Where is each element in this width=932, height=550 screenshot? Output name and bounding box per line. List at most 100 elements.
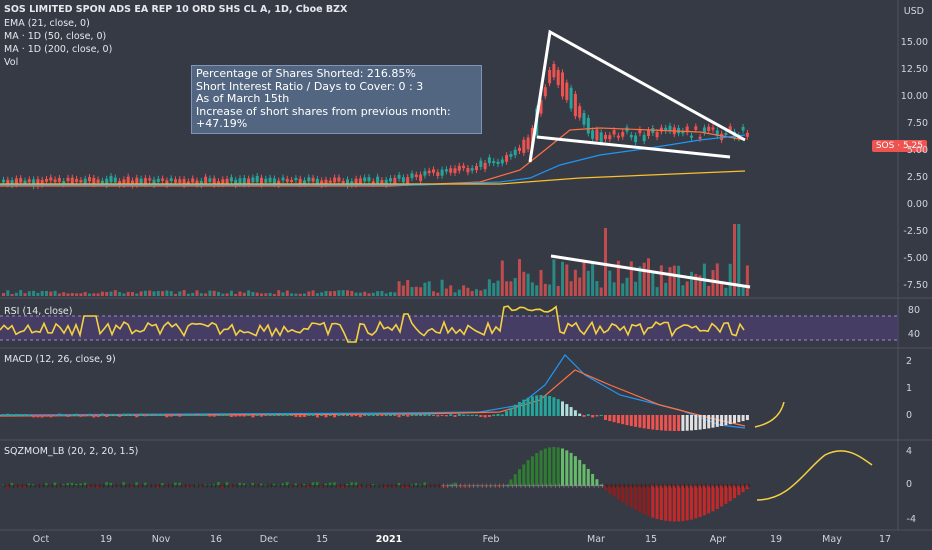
sqz-dot: +: [148, 482, 154, 490]
sqz-hist-bar: [229, 485, 233, 488]
macd-hist-bar: [475, 414, 478, 416]
time-tick: 15: [644, 534, 658, 545]
macd-hist-bar: [599, 414, 603, 416]
volume-bar: [728, 263, 732, 296]
volume-bar: [634, 281, 638, 296]
sqz-dot: +: [411, 482, 417, 490]
sqz-dot: +: [449, 482, 455, 490]
macd-hist-bar: [40, 415, 44, 418]
sqz-hist-bar: [298, 485, 302, 488]
candle-body: [212, 178, 216, 185]
candle-body: [268, 177, 272, 183]
volume-bar: [53, 290, 57, 296]
sqzmom-legend[interactable]: SQZMOM_LB (20, 2, 20, 1.5): [4, 446, 139, 457]
candle-body: [496, 161, 500, 165]
macd-hist-bar: [303, 415, 306, 417]
volume-bar: [135, 293, 139, 296]
volume-bar: [715, 263, 719, 296]
volume-bar: [651, 270, 655, 296]
sqz-dot: +: [548, 482, 554, 490]
macd-hist-bar: [582, 415, 586, 417]
macd-hist-bar: [518, 402, 521, 416]
sqz-dot: +: [497, 482, 503, 490]
macd-hist-bar: [483, 415, 487, 418]
volume-bar: [612, 282, 616, 296]
volume-bar: [272, 293, 276, 296]
candle-body: [449, 168, 453, 173]
last-price-tag: SOS · 5.25: [871, 140, 927, 152]
volume-bar: [191, 292, 195, 296]
candle-body: [647, 130, 650, 136]
volume-bar: [470, 291, 474, 296]
candle-body: [260, 177, 263, 185]
sqz-hist-bar: [573, 456, 577, 486]
candle-body: [509, 154, 513, 157]
volume-bar: [371, 292, 375, 296]
sqz-dot: +: [393, 482, 399, 490]
ma50-legend[interactable]: MA · 1D (50, close, 0): [4, 31, 107, 42]
sqz-dot: +: [144, 482, 150, 490]
candle-body: [591, 130, 595, 139]
macd-hist-bar: [6, 413, 10, 416]
macd-hist-bar: [290, 414, 294, 416]
sqz-projection: [756, 450, 873, 501]
candle-body: [19, 178, 23, 183]
candle-body: [423, 171, 427, 176]
macd-hist-bar: [75, 413, 79, 416]
sqz-hist-bar: [457, 485, 461, 487]
macd-hist-bar: [113, 414, 117, 416]
sqz-dot: +: [277, 482, 283, 490]
volume-bar: [182, 290, 186, 296]
macd-hist-bar: [57, 413, 61, 416]
rsi-legend[interactable]: RSI (14, close): [4, 306, 73, 317]
sqz-dot: +: [432, 482, 438, 490]
volume-bar: [462, 285, 466, 296]
volume-legend[interactable]: Vol: [4, 57, 19, 68]
candle-body: [401, 177, 405, 183]
macd-hist-bar: [229, 415, 233, 418]
sqz-hist-bar: [401, 485, 405, 489]
volume-bar: [677, 265, 681, 296]
sqz-dot: +: [630, 482, 636, 490]
macd-hist-bar: [724, 415, 728, 426]
volume-bar: [358, 292, 362, 296]
candle-body: [642, 134, 646, 142]
volume-bar: [552, 259, 556, 296]
ma200-legend[interactable]: MA · 1D (200, close, 0): [4, 44, 113, 55]
sqz-hist-bar: [651, 485, 655, 518]
macd-hist-bar: [358, 415, 362, 418]
sqz-dot: +: [294, 482, 300, 490]
macd-hist-bar: [470, 414, 474, 416]
macd-hist-bar: [79, 415, 83, 417]
sqz-hist-bar: [285, 482, 289, 486]
macd-legend[interactable]: MACD (12, 26, close, 9): [4, 354, 116, 365]
sqz-hist-bar: [45, 483, 48, 486]
sqz-dot: +: [690, 482, 696, 490]
volume-bar: [96, 293, 100, 296]
sqz-dot: +: [565, 482, 571, 490]
volume-bar: [341, 290, 345, 296]
macd-hist-bar: [423, 414, 427, 416]
candle-body: [720, 133, 724, 141]
ema-legend[interactable]: EMA (21, close, 0): [4, 18, 90, 29]
sqz-dot: +: [234, 482, 240, 490]
sqz-hist-bar: [234, 485, 238, 486]
sqz-hist-bar: [608, 485, 612, 494]
sqz-hist-bar: [126, 485, 130, 486]
volume-bar: [629, 261, 633, 296]
macd-hist-bar: [66, 415, 70, 417]
sqz-hist-bar: [548, 447, 552, 486]
macd-hist-bar: [668, 415, 672, 431]
volume-trend-line: [550, 254, 751, 289]
sqz-dot: +: [243, 482, 249, 490]
sqz-hist-bar: [277, 484, 281, 486]
sqz-hist-bar: [148, 485, 152, 487]
macd-hist-bar: [629, 415, 633, 427]
sqz-dot: +: [733, 482, 739, 490]
sqz-dot: +: [634, 482, 640, 490]
candle-body: [346, 179, 349, 186]
candle-body: [599, 132, 603, 143]
candle-body: [479, 160, 483, 167]
volume-bar: [6, 290, 10, 296]
